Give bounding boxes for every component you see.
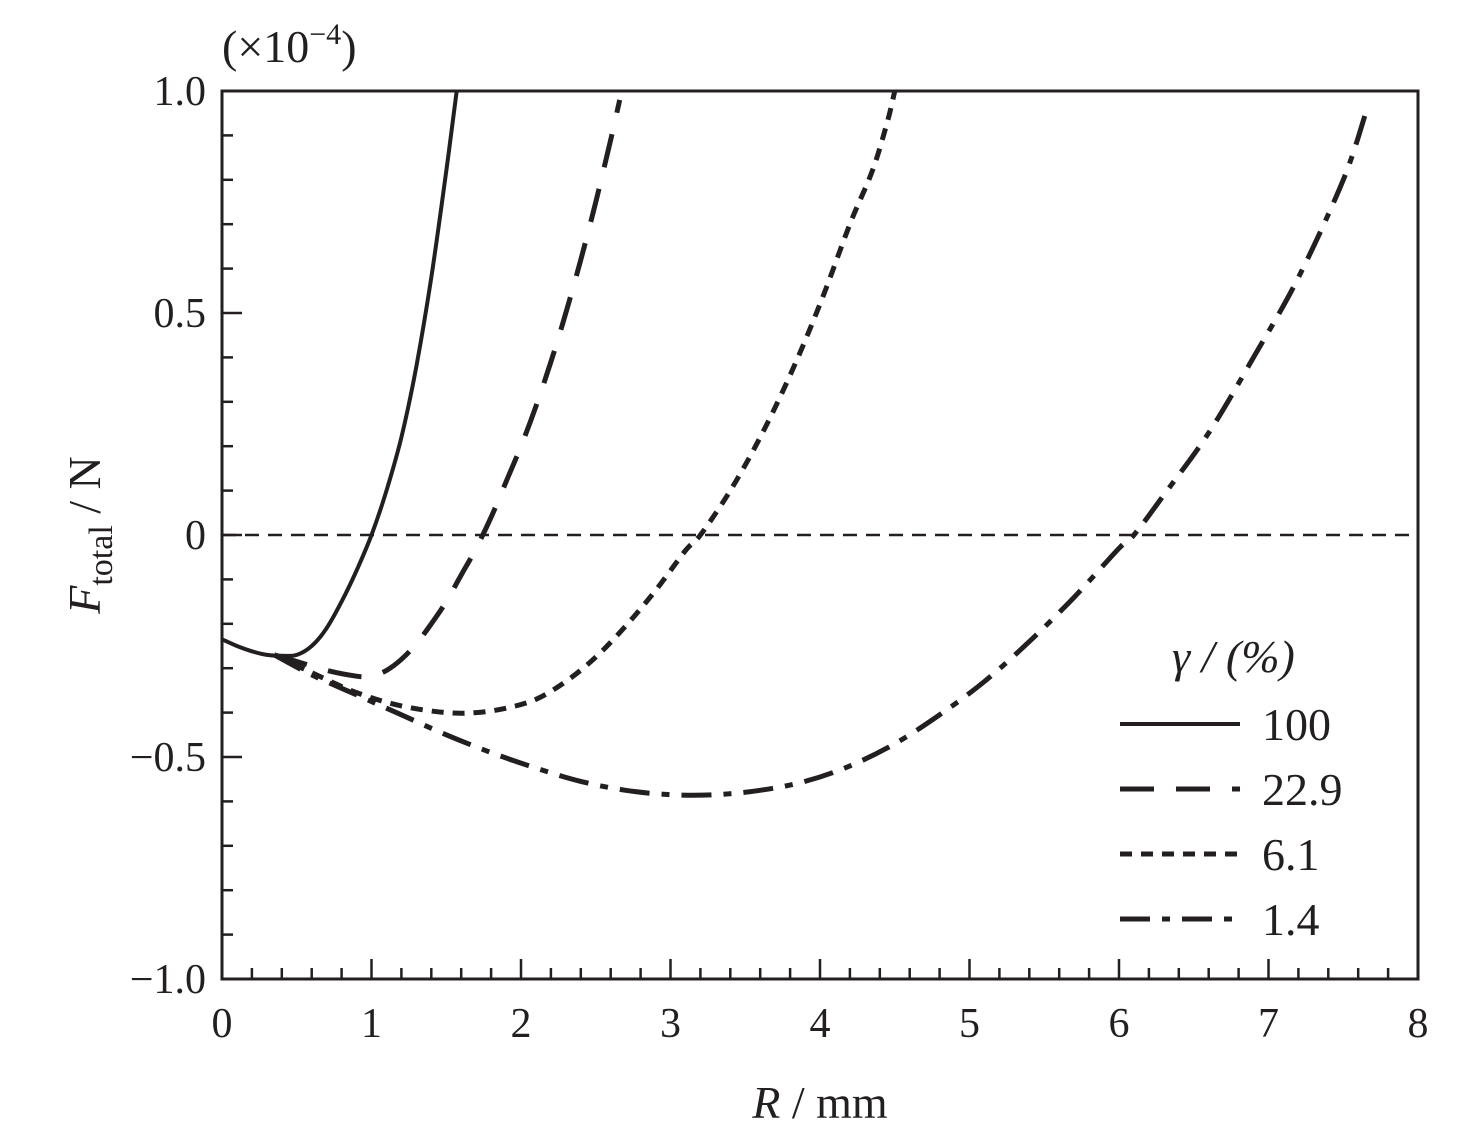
x-tick-label: 1: [361, 1001, 382, 1047]
x-tick-label: 0: [212, 1001, 233, 1047]
legend-label: 1.4: [1262, 894, 1320, 945]
y-tick-labels: −1.0 −0.5 0 0.5 1.0: [130, 69, 206, 1003]
y-axis-label: Ftotal / N: [59, 456, 120, 615]
series-line-22-9: [273, 99, 623, 680]
x-axis-label: R / mm: [751, 1077, 888, 1128]
series-group: [222, 91, 1369, 798]
x-tick-label: 5: [959, 1001, 980, 1047]
y-tick-label: 1.0: [154, 69, 207, 115]
x-tick-label: 8: [1408, 1001, 1429, 1047]
y-tick-label: 0.5: [154, 291, 207, 337]
x-tick-label: 4: [810, 1001, 831, 1047]
legend-label: 100: [1262, 699, 1331, 750]
y-scale-label: (×10−4): [222, 18, 357, 72]
x-tick-label: 6: [1109, 1001, 1130, 1047]
plot-frame: [220, 89, 1420, 981]
y-tick-label: −1.0: [130, 957, 206, 1003]
series-line-6-1: [273, 91, 898, 716]
legend-label: 22.9: [1262, 764, 1343, 815]
legend-title: γ / (%): [1172, 631, 1295, 682]
x-tick-label: 7: [1258, 1001, 1279, 1047]
x-tick-label: 2: [511, 1001, 532, 1047]
series-line-100: [222, 91, 459, 658]
legend: γ / (%) 100 22.9 6.1 1.4: [1120, 631, 1343, 945]
legend-label: 6.1: [1262, 829, 1320, 880]
x-tick-label: 3: [660, 1001, 681, 1047]
y-tick-label: −0.5: [130, 735, 206, 781]
y-tick-label: 0: [185, 513, 206, 559]
x-tick-labels: 0 1 2 3 4 5 6 7 8: [212, 1001, 1429, 1047]
axis-ticks: [220, 89, 1420, 981]
series-line-1-4: [273, 112, 1369, 798]
